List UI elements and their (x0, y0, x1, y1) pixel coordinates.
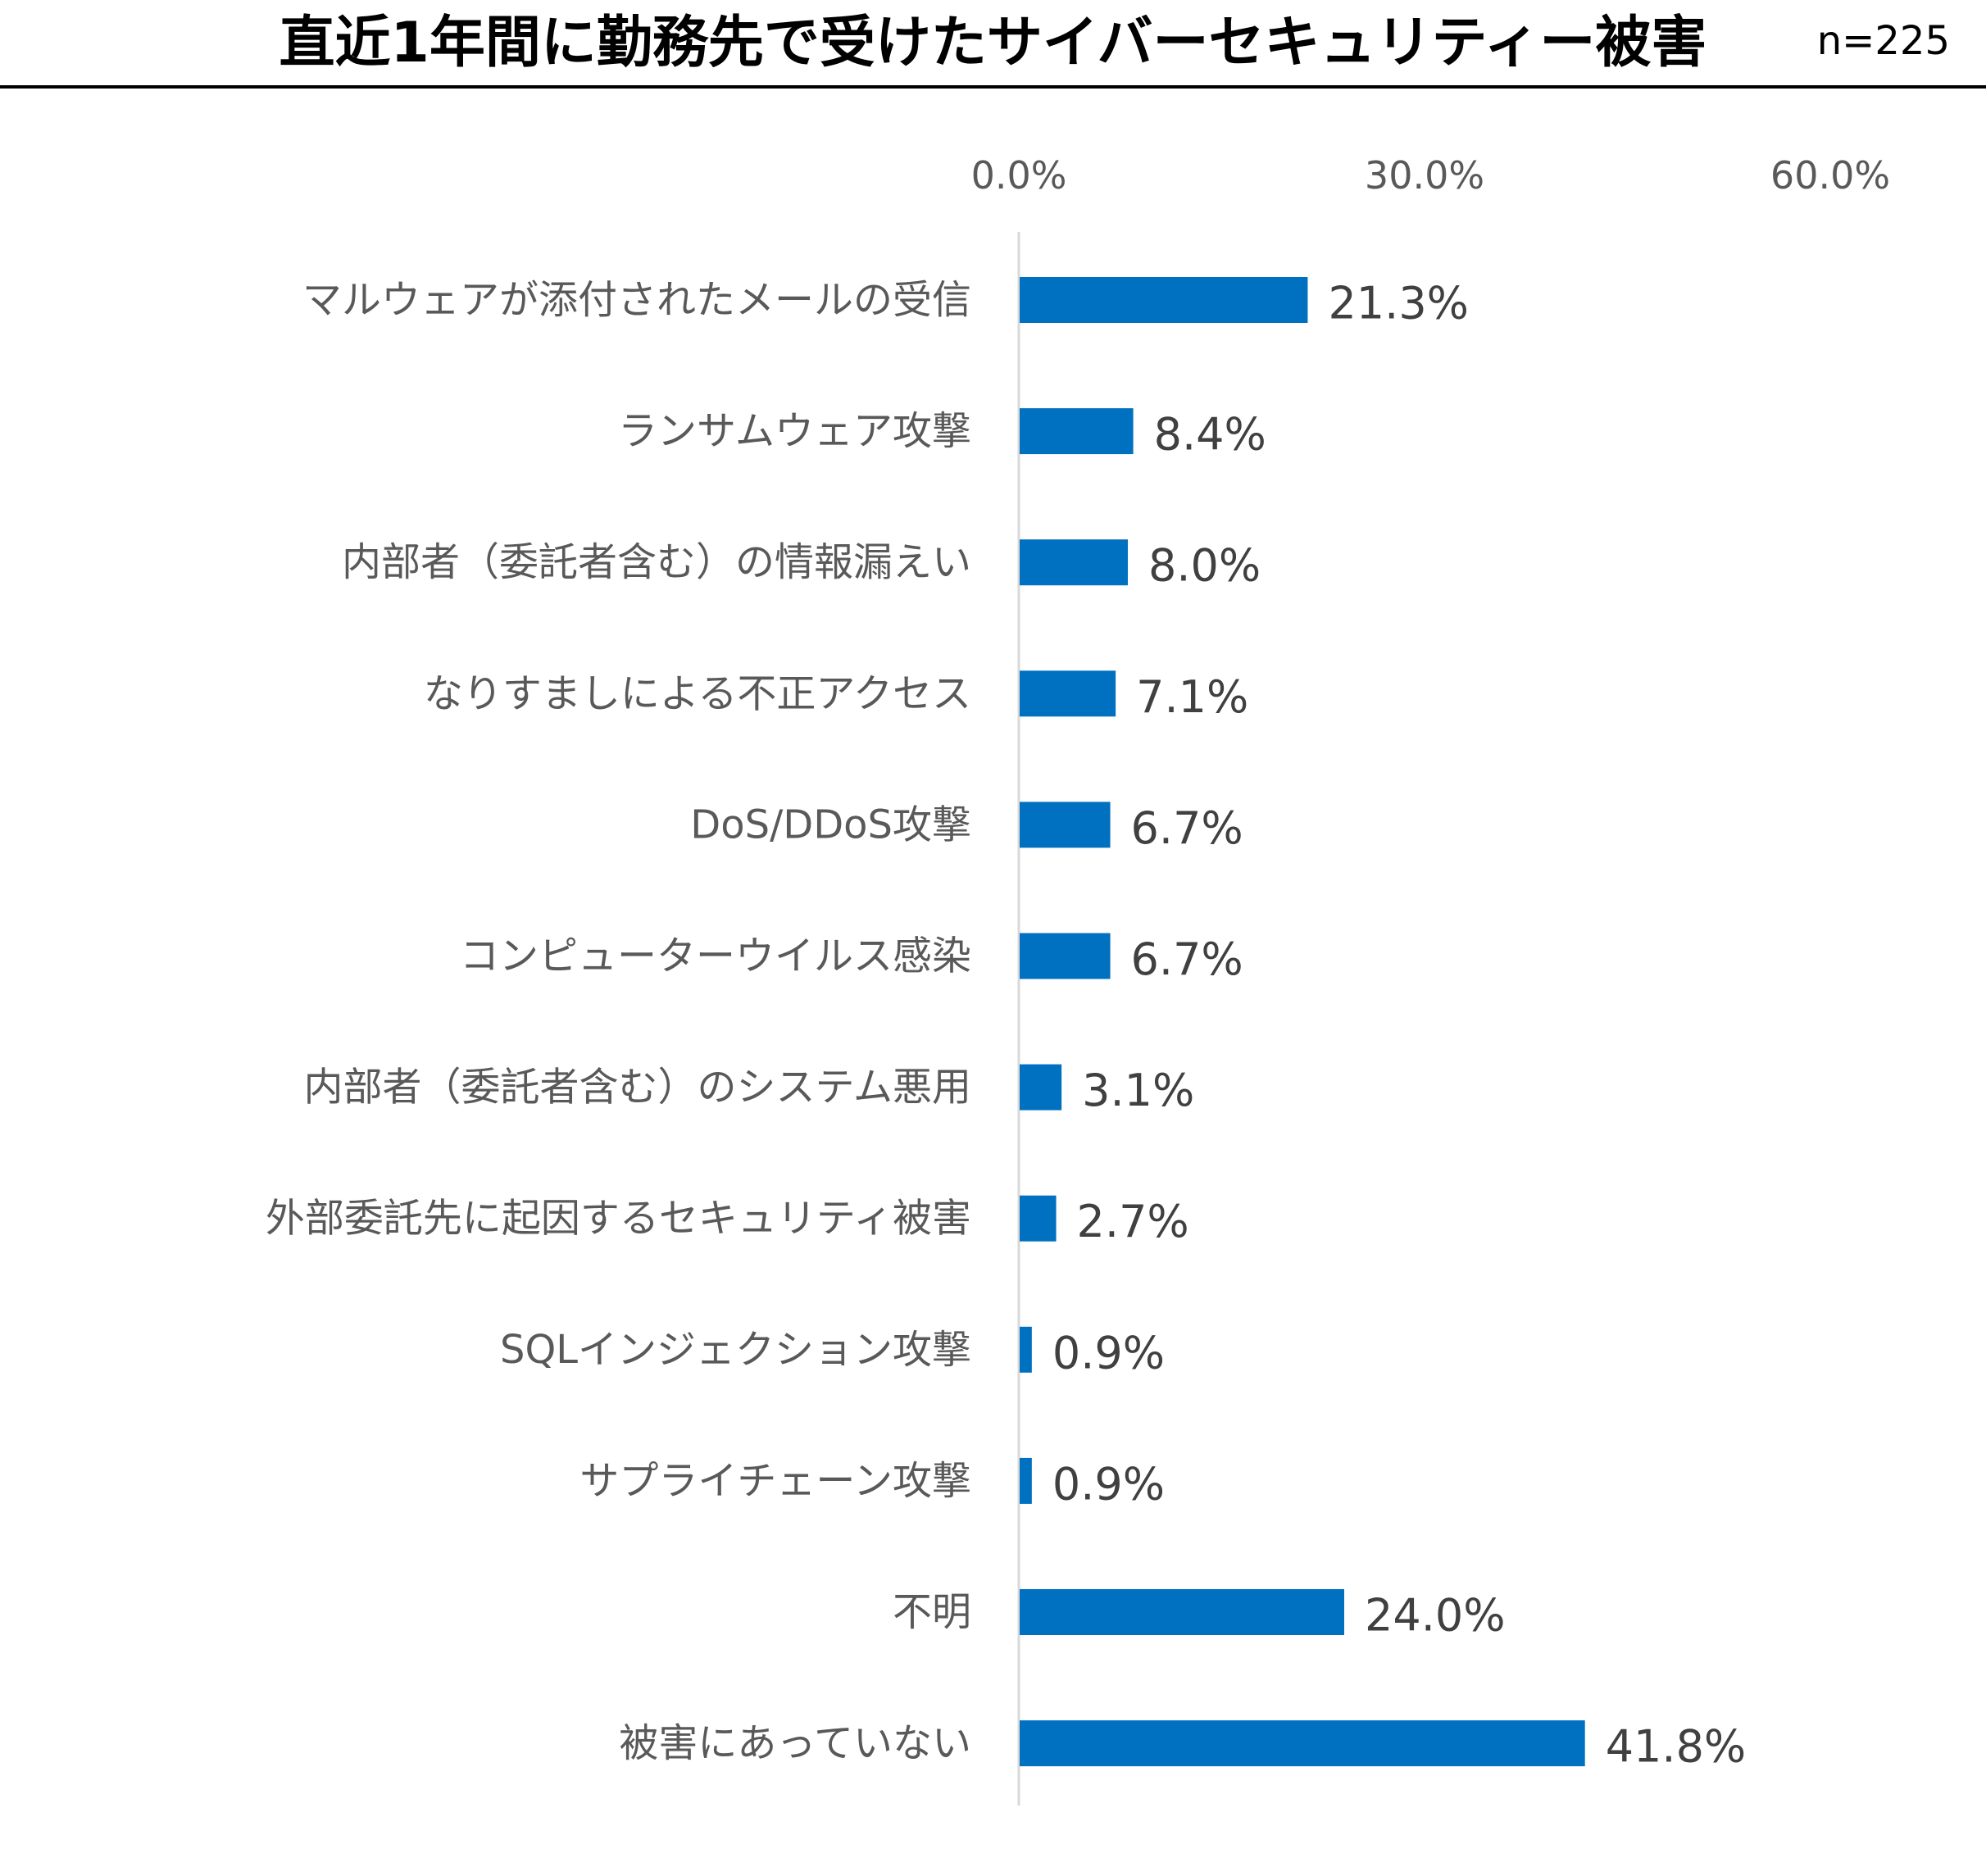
data-label: 41.8% (1606, 1721, 1747, 1773)
sample-size-label: n=225 (1816, 18, 1950, 64)
bar (1020, 539, 1128, 586)
data-label: 6.7% (1131, 802, 1243, 854)
bar (1020, 933, 1111, 979)
bar (1020, 277, 1308, 323)
data-label: 8.0% (1148, 540, 1261, 592)
data-label: 24.0% (1365, 1590, 1506, 1642)
data-label: 8.4% (1154, 409, 1266, 461)
data-label: 6.7% (1131, 933, 1243, 985)
data-label: 0.9% (1052, 1458, 1165, 1510)
category-label: 被害にあっていない (619, 1720, 971, 1766)
x-tick-label: 0.0% (971, 153, 1067, 198)
data-label: 7.1% (1136, 671, 1248, 723)
x-axis-ticks: 0.0% 30.0% 60.0% (971, 153, 1891, 198)
bar (1020, 1195, 1057, 1242)
title-underline (0, 85, 1986, 89)
category-label: 内部者（委託者含む）の情報漏えい (342, 539, 971, 585)
category-label: なりすましによる不正アクセス (424, 670, 971, 716)
x-tick-label: 60.0% (1770, 153, 1890, 198)
category-label: SQLインジェクション攻撃 (500, 1327, 971, 1373)
category-label: 不明 (893, 1589, 971, 1635)
data-label: 0.9% (1052, 1327, 1165, 1379)
bar (1020, 408, 1134, 455)
category-label: ランサムウェア攻撃 (618, 408, 971, 454)
category-label: マルウェアが添付されたメールの受信 (302, 277, 971, 323)
bar (1020, 802, 1111, 848)
category-label: コンピューターウイルス感染 (460, 933, 971, 979)
category-label: サプライチェーン攻撃 (579, 1458, 971, 1504)
category-labels: マルウェアが添付されたメールの受信ランサムウェア攻撃内部者（委託者含む）の情報漏… (266, 277, 971, 1766)
bar (1020, 1589, 1344, 1635)
bars (1020, 277, 1585, 1767)
data-label: 3.1% (1082, 1065, 1194, 1116)
category-label: 外部委託先に起因するセキュリティ被害 (266, 1196, 971, 1242)
data-label: 2.7% (1077, 1196, 1189, 1247)
x-tick-label: 30.0% (1365, 153, 1484, 198)
data-labels: 21.3% 8.4% 8.0% 7.1% 6.7% 6.7% 3.1% 2.7% 0.9% 0.9… (1052, 278, 1746, 1773)
bar (1020, 1720, 1585, 1767)
chart-title: 直近1年間に勤務先で受けたサイバーセキュリティー被害 (279, 11, 1707, 75)
data-label: 21.3% (1328, 278, 1469, 329)
bar (1020, 670, 1116, 717)
category-label: DoS/DDoS攻撃 (690, 802, 971, 847)
bar (1020, 1457, 1032, 1504)
bar (1020, 1326, 1032, 1373)
bar (1020, 1064, 1062, 1111)
category-label: 内部者（委託者含む）のシステム悪用 (303, 1065, 971, 1111)
